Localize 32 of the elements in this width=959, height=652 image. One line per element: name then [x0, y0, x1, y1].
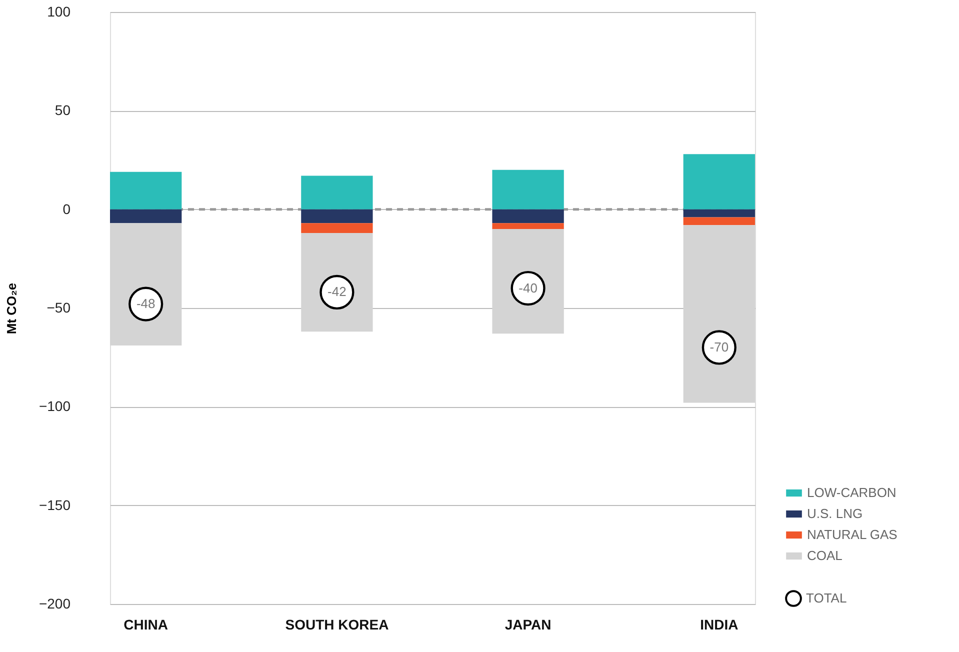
y-axis-title: Mt CO₂e [4, 282, 19, 334]
bar [110, 172, 182, 210]
x-tick-label: JAPAN [504, 616, 552, 632]
bar [301, 223, 373, 234]
y-tick-label: −100 [38, 398, 71, 414]
bar [301, 176, 373, 210]
y-tick-label: 100 [47, 4, 71, 20]
y-tick-label: 0 [62, 200, 71, 217]
x-tick-label: CHINA [124, 616, 168, 632]
bar [301, 209, 373, 224]
bar [683, 217, 755, 226]
y-tick-label: −150 [38, 496, 71, 513]
x-tick-label: INDIA [700, 616, 738, 632]
data-label: -42 [328, 284, 346, 300]
legend-label: COAL [807, 548, 842, 563]
bar [110, 209, 182, 224]
bar [492, 223, 564, 230]
data-label: -40 [518, 280, 538, 296]
x-tick-label: SOUTH KOREA [285, 616, 389, 632]
bar [683, 154, 755, 210]
y-tick-label: −50 [46, 300, 71, 316]
legend-label: TOTAL [806, 590, 847, 606]
bar [683, 209, 755, 218]
y-tick-label: 50 [54, 102, 71, 118]
data-label: -70 [710, 339, 729, 354]
bar [492, 170, 564, 210]
data-label: -48 [136, 296, 156, 312]
y-tick-label: −200 [38, 596, 71, 612]
legend-label: U.S. LNG [807, 506, 863, 521]
bar [492, 209, 564, 224]
legend-label: LOW-CARBON [807, 485, 896, 500]
legend-label: NATURAL GAS [807, 527, 898, 542]
